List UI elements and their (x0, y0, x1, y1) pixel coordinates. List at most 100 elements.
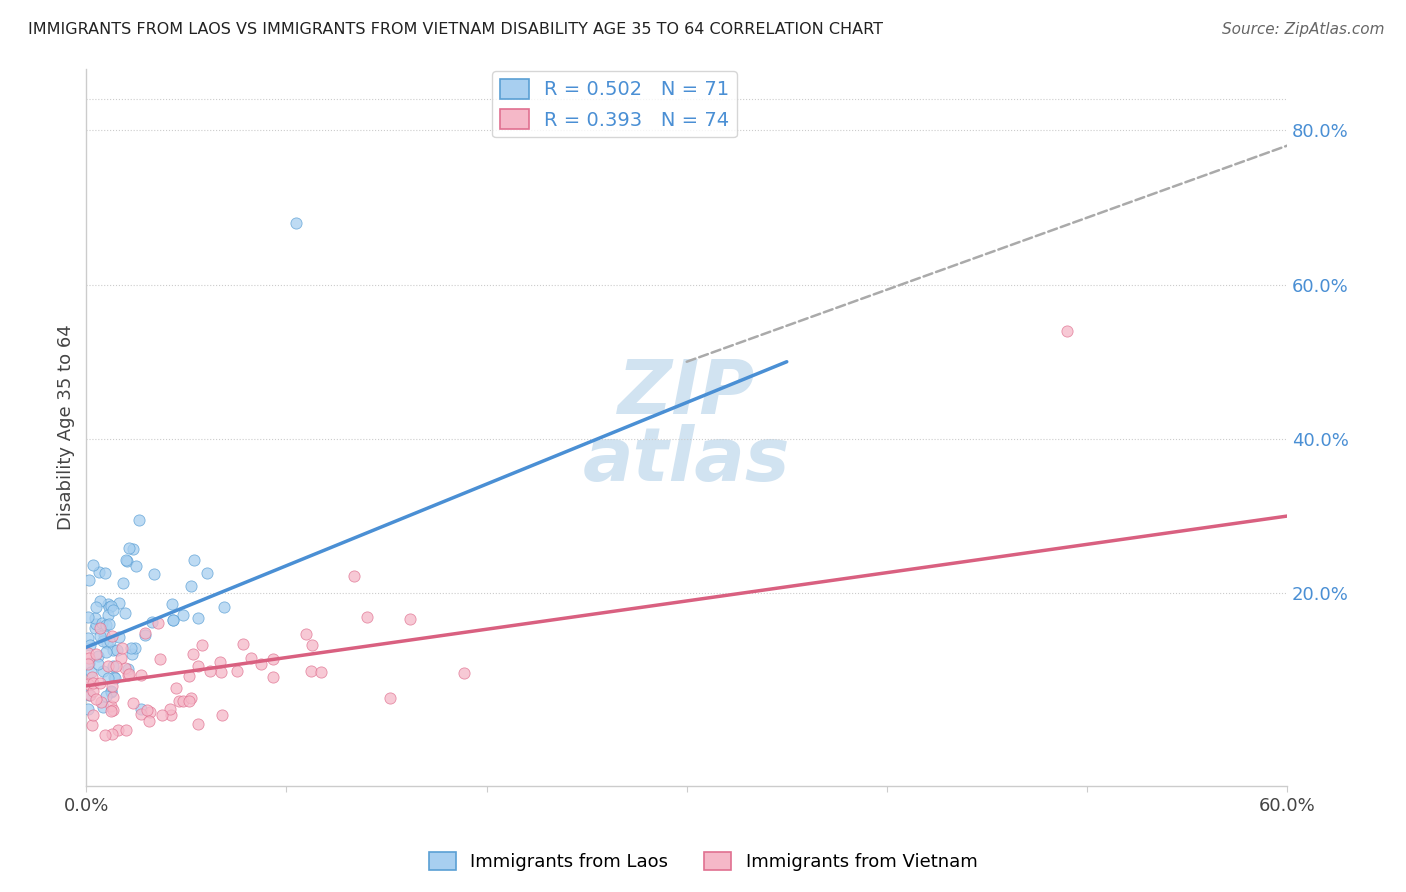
Point (97, 597, 120, 611)
Point (250, 657, 273, 671)
Point (100, 699, 122, 714)
Point (136, 703, 159, 717)
Point (208, 655, 231, 669)
Point (91, 633, 114, 648)
Point (232, 636, 254, 650)
Point (96, 636, 118, 650)
Point (111, 576, 134, 591)
Point (121, 541, 143, 556)
Point (262, 670, 284, 684)
Point (209, 665, 232, 679)
Point (111, 640, 134, 655)
Point (180, 690, 202, 705)
Point (100, 704, 122, 718)
Point (301, 638, 323, 652)
Point (89, 629, 111, 643)
Point (309, 665, 332, 679)
Point (89, 621, 111, 635)
Point (77, 688, 100, 702)
Point (134, 628, 156, 642)
Point (262, 651, 284, 665)
Point (79, 688, 101, 702)
Point (107, 630, 129, 644)
Point (83, 611, 105, 625)
Point (97, 671, 120, 685)
Point (124, 640, 146, 655)
Point (343, 569, 366, 583)
Text: Source: ZipAtlas.com: Source: ZipAtlas.com (1222, 22, 1385, 37)
Point (104, 658, 127, 673)
Point (114, 606, 136, 620)
Point (187, 659, 209, 673)
Point (101, 690, 124, 705)
Point (159, 702, 181, 716)
Point (82, 675, 104, 690)
Point (117, 662, 139, 676)
Point (77, 573, 100, 587)
Point (91, 665, 114, 679)
Point (183, 553, 205, 567)
Point (93, 628, 115, 642)
Point (82, 683, 104, 698)
Point (77, 631, 100, 645)
Point (100, 629, 122, 643)
Point (187, 611, 209, 625)
Point (89, 594, 111, 608)
Point (87, 657, 110, 672)
Point (198, 664, 221, 678)
Point (100, 685, 122, 699)
Point (77, 657, 100, 672)
Legend: R = 0.502   N = 71, R = 0.393   N = 74: R = 0.502 N = 71, R = 0.393 N = 74 (492, 71, 737, 137)
Point (100, 599, 122, 613)
Text: IMMIGRANTS FROM LAOS VS IMMIGRANTS FROM VIETNAM DISABILITY AGE 35 TO 64 CORRELAT: IMMIGRANTS FROM LAOS VS IMMIGRANTS FROM … (28, 22, 883, 37)
Point (86, 691, 108, 706)
Point (183, 647, 205, 661)
Point (98, 617, 121, 632)
Point (141, 615, 163, 629)
Point (125, 559, 148, 574)
Point (110, 651, 132, 665)
Point (299, 664, 322, 678)
Point (162, 613, 184, 627)
Point (120, 641, 142, 656)
Point (104, 671, 127, 685)
Point (399, 611, 422, 625)
Point (150, 707, 173, 722)
Point (90, 695, 112, 709)
Point (115, 552, 138, 566)
Point (97, 608, 120, 623)
Point (80, 670, 103, 684)
Point (108, 596, 131, 610)
Point (143, 566, 166, 581)
Point (180, 579, 202, 593)
Point (212, 599, 235, 614)
Point (134, 625, 156, 640)
Point (100, 680, 122, 694)
Point (80, 665, 103, 680)
Point (105, 643, 128, 657)
Point (84, 617, 107, 632)
Point (160, 597, 183, 611)
Point (84, 599, 107, 614)
Point (101, 642, 124, 657)
Point (165, 681, 187, 696)
Point (77, 702, 100, 716)
Point (77, 677, 100, 691)
Point (146, 616, 169, 631)
Point (115, 723, 138, 738)
Point (91, 700, 114, 714)
Point (77, 656, 100, 670)
Point (77, 650, 100, 665)
Point (121, 647, 143, 661)
Point (139, 705, 162, 719)
Point (84, 621, 107, 635)
Point (128, 513, 150, 527)
Point (82, 707, 104, 722)
Point (79, 638, 101, 652)
Point (84, 647, 107, 661)
Point (118, 667, 141, 681)
Point (172, 608, 194, 623)
Point (211, 708, 233, 723)
Point (82, 558, 104, 572)
Point (285, 216, 308, 230)
